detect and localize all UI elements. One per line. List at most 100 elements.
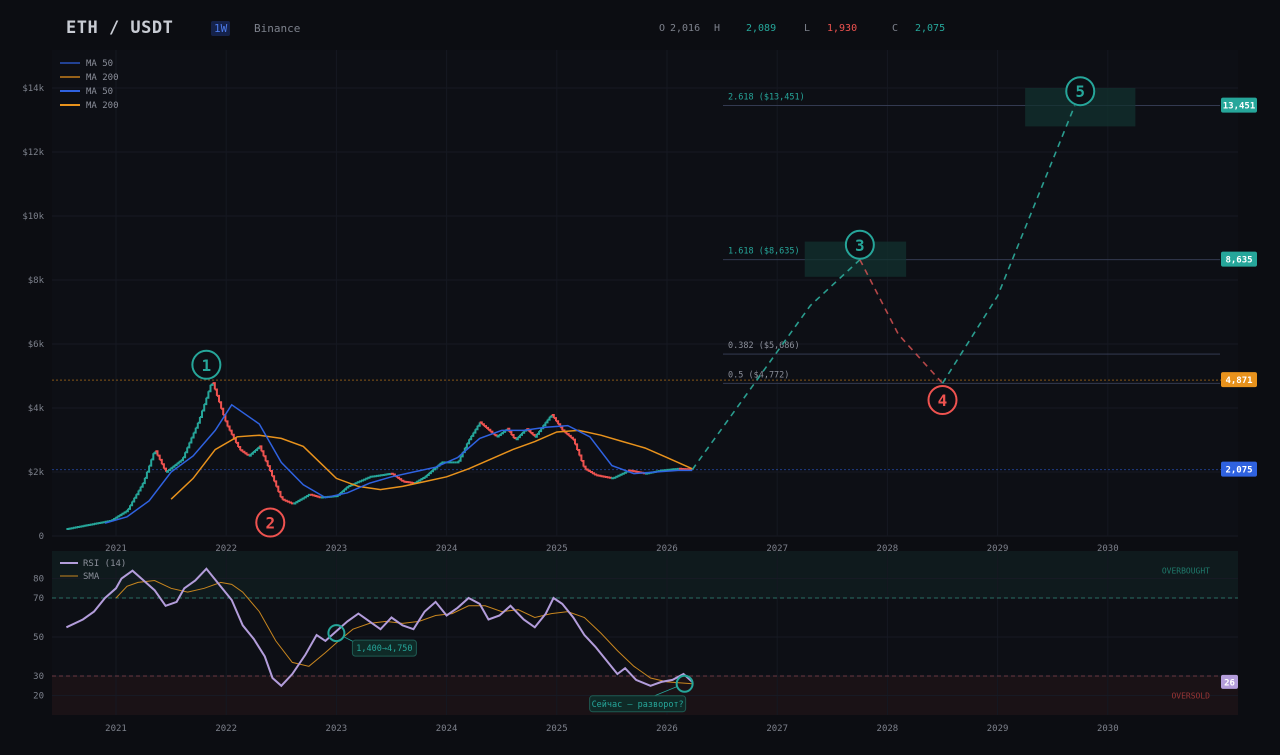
ma200-line <box>170 429 693 500</box>
price-step <box>259 445 263 452</box>
price-step <box>471 432 475 437</box>
price-step <box>136 490 140 496</box>
price-step <box>477 422 481 427</box>
rsi-y-tick: 80 <box>33 575 44 585</box>
price-step <box>579 454 583 461</box>
rsi-x-tick: 2026 <box>656 724 678 734</box>
price-y-tick: $8k <box>28 276 45 286</box>
rsi-x-tick: 2029 <box>987 724 1009 734</box>
price-step <box>356 481 360 484</box>
price-step <box>263 455 267 462</box>
price-step <box>225 420 229 427</box>
price-step <box>401 479 405 482</box>
wave-label: 5 <box>1075 82 1085 101</box>
legend-entry: MA 200 <box>86 101 119 111</box>
projection-wave-5 <box>941 105 1076 384</box>
price-step <box>594 473 598 476</box>
price-step <box>348 485 352 487</box>
rsi-now-text: Сейчас — разворот? <box>592 700 684 710</box>
price-step <box>286 500 290 503</box>
price-step <box>581 460 585 467</box>
price-tag-text: 8,635 <box>1225 256 1252 266</box>
price-step <box>572 438 576 445</box>
price-step <box>189 437 193 444</box>
price-step <box>146 465 151 473</box>
wave-circle <box>1065 76 1096 107</box>
rsi-legend-entry: RSI (14) <box>83 559 126 569</box>
price-step <box>575 443 579 450</box>
price-step <box>214 388 218 396</box>
price-step <box>267 465 271 471</box>
price-step <box>458 456 462 462</box>
price-step <box>365 477 369 480</box>
open-value: 2,016 <box>670 23 701 34</box>
price-x-tick: 2029 <box>987 544 1009 554</box>
rsi-y-tick: 50 <box>33 633 44 643</box>
projection-wave-3 <box>691 259 861 471</box>
price-step <box>464 443 468 449</box>
price-step <box>390 472 394 475</box>
price-x-tick: 2022 <box>215 544 237 554</box>
price-step <box>195 422 199 429</box>
price-step <box>127 505 131 510</box>
price-x-tick: 2027 <box>766 544 788 554</box>
rsi-tag-text: 26 <box>1224 678 1235 688</box>
price-x-tick: 2024 <box>436 544 458 554</box>
price-step <box>634 470 638 473</box>
price-step <box>157 454 161 460</box>
price-step <box>155 450 159 456</box>
price-step <box>132 497 136 503</box>
wave-circle <box>191 349 222 380</box>
price-step <box>206 391 210 399</box>
price-step <box>140 483 144 488</box>
rsi-x-tick: 2030 <box>1097 724 1119 734</box>
fib-label: 1.618 ($8,635) <box>728 247 800 257</box>
price-step <box>466 439 471 445</box>
price-y-tick: $10k <box>22 212 44 222</box>
price-step <box>278 490 282 498</box>
oversold-label: OVERSOLD <box>1171 692 1210 701</box>
price-step <box>159 458 163 465</box>
wave-label: 2 <box>265 514 275 533</box>
price-step <box>469 435 473 441</box>
price-step <box>312 494 316 497</box>
price-step <box>367 476 371 479</box>
price-step <box>185 447 189 454</box>
price-step <box>615 475 619 478</box>
price-step <box>142 477 146 485</box>
price-step <box>623 471 627 474</box>
price-step <box>560 426 564 431</box>
fib-label: 0.382 ($5,686) <box>728 341 800 351</box>
legend-entry: MA 50 <box>86 87 113 97</box>
exchange-label: Binance <box>254 22 301 35</box>
price-tag-text: 4,871 <box>1225 376 1252 386</box>
fib-label: 0.5 ($4,772) <box>728 370 789 380</box>
wave-label: 3 <box>855 236 865 255</box>
price-tag <box>1221 461 1257 477</box>
price-step <box>310 493 314 496</box>
price-step <box>204 397 208 406</box>
price-step <box>212 382 216 390</box>
price-step <box>151 453 155 461</box>
price-step <box>617 474 621 477</box>
price-step <box>231 433 235 439</box>
symbol-title[interactable]: ETH / USDT <box>66 18 174 38</box>
overbought-label: OVERBOUGHT <box>1162 567 1210 576</box>
price-step <box>284 499 288 502</box>
rsi-x-tick: 2023 <box>326 724 348 734</box>
price-step <box>282 498 286 501</box>
overbought-zone <box>52 551 1238 598</box>
rsi-tag <box>1221 674 1238 689</box>
timeframe-badge[interactable]: 1W <box>211 21 231 36</box>
rsi-annotation-marker <box>327 624 346 643</box>
price-step <box>272 475 276 482</box>
fib-label: 2.618 ($13,451) <box>728 93 805 103</box>
price-step <box>621 472 625 475</box>
close-value: 2,075 <box>915 23 946 34</box>
rsi-x-tick: 2022 <box>215 724 237 734</box>
price-step <box>553 417 557 422</box>
price-step <box>316 495 320 498</box>
price-step <box>144 471 148 479</box>
price-step <box>314 495 318 497</box>
